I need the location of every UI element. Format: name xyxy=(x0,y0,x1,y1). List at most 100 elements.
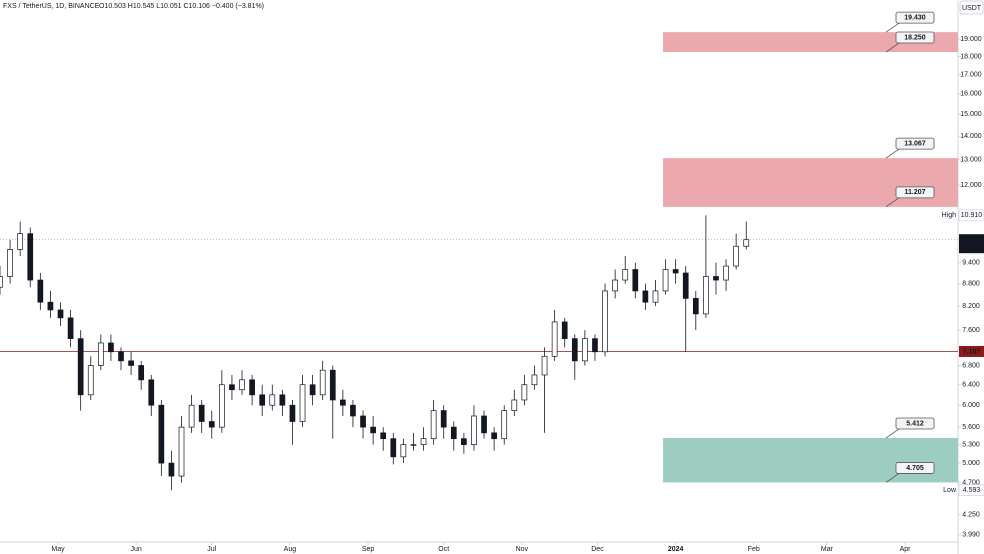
marker-value: 4.593 xyxy=(963,487,981,494)
marker-name: Low xyxy=(943,487,957,494)
y-tick-label: 6.000 xyxy=(962,402,980,409)
callout-pointer xyxy=(885,197,900,208)
candle-body xyxy=(77,338,84,396)
candle-body xyxy=(713,276,719,281)
y-tick-label: 3.990 xyxy=(962,532,980,539)
y-tick-label: 4.700 xyxy=(962,480,980,487)
callout-box xyxy=(895,31,935,44)
level-price-label: 7.107 xyxy=(963,348,981,355)
candle-body xyxy=(350,404,356,417)
candle-body xyxy=(148,379,155,406)
candle-body xyxy=(682,272,689,299)
y-tick-label: 13.000 xyxy=(960,157,982,164)
candle-body xyxy=(481,415,487,434)
callout-label: 19.430 xyxy=(904,14,926,21)
y-tick-label: 15.000 xyxy=(960,111,982,118)
candle-body xyxy=(158,404,165,464)
callout-box xyxy=(895,11,935,24)
candle-body xyxy=(319,369,326,396)
marker-value: 10.910 xyxy=(961,212,983,219)
y-tick-label: 16.000 xyxy=(960,91,982,98)
annotations: 19.430 18.250 13.067 11.207 5.412 4.705 xyxy=(885,11,935,483)
candle-body xyxy=(178,426,185,477)
x-tick-label: Feb xyxy=(748,546,760,553)
candle-body xyxy=(622,269,629,281)
x-tick-label: Nov xyxy=(516,546,529,553)
marker-name-box xyxy=(938,485,958,496)
level-price-box xyxy=(959,345,984,357)
callout-label: 13.067 xyxy=(904,140,926,147)
candle-body xyxy=(229,384,235,391)
marker-name-box xyxy=(938,210,958,221)
candle-body xyxy=(299,384,306,422)
candle-body xyxy=(138,365,145,381)
y-tick-label: 7.600 xyxy=(962,327,980,334)
candle-body xyxy=(360,415,366,428)
candle-body xyxy=(47,301,54,311)
candle-body xyxy=(561,321,568,339)
x-tick-label: Jun xyxy=(130,546,141,553)
candle-body xyxy=(269,394,276,406)
candle-body xyxy=(733,245,739,267)
candle-body xyxy=(461,438,467,445)
chart-title: FXS / TetherUS, 1D, BINANCE xyxy=(3,3,100,10)
ohlc-readout: O10.503 H10.545 L10.051 C10.106 −0.400 (… xyxy=(99,3,264,10)
candle-body xyxy=(440,410,447,428)
zones xyxy=(663,32,958,483)
candle-body xyxy=(118,351,124,362)
candle-body xyxy=(703,276,709,315)
y-tick-label: 5.300 xyxy=(962,441,980,448)
y-tick-label: 6.400 xyxy=(962,382,980,389)
candle-body xyxy=(87,365,94,396)
candle-body xyxy=(692,298,699,315)
marker-name: High xyxy=(942,212,957,219)
candle-body xyxy=(491,432,497,440)
callout-label: 18.250 xyxy=(904,34,926,41)
candle-body xyxy=(602,290,608,353)
callout-pointer xyxy=(885,428,900,439)
callout-pointer xyxy=(885,42,900,53)
candle-body xyxy=(370,426,376,434)
axes: 19.000 18.000 17.000 16.000 15.000 14.000 13.0… xyxy=(51,36,984,553)
candle-body xyxy=(37,279,44,303)
candle-body xyxy=(571,338,578,362)
y-tick-label: 6.800 xyxy=(962,362,980,369)
candle-body xyxy=(17,233,24,250)
callout-label: 11.207 xyxy=(904,189,925,196)
candle-body xyxy=(249,379,255,396)
callout-label: 4.705 xyxy=(906,465,924,472)
currency: USDT xyxy=(962,5,982,12)
candle-body xyxy=(340,399,346,406)
callout-box xyxy=(895,137,935,150)
x-tick-label: Apr xyxy=(900,546,912,553)
candle-body xyxy=(511,399,518,411)
candle-body xyxy=(612,279,618,292)
price-zone xyxy=(663,158,958,207)
callout-box xyxy=(895,186,935,199)
candle-body xyxy=(400,444,407,458)
candle-body xyxy=(471,415,477,445)
candle-body xyxy=(289,404,296,422)
callout-box xyxy=(895,417,935,430)
candle-body xyxy=(168,462,175,477)
candle-body xyxy=(551,321,558,357)
x-tick-label: 2024 xyxy=(668,546,684,553)
y-tick-label: 4.250 xyxy=(962,512,980,519)
candle-body xyxy=(642,290,649,303)
candle-body xyxy=(450,426,457,440)
candle-body xyxy=(67,317,74,339)
last-price-box xyxy=(959,234,984,254)
price-zone xyxy=(663,437,958,483)
candle-body xyxy=(390,438,397,458)
candle-body xyxy=(592,338,598,353)
candle-body xyxy=(380,432,387,440)
callout-box xyxy=(895,462,935,474)
candle-body xyxy=(531,374,538,386)
candle-body xyxy=(219,384,225,428)
candle-body xyxy=(521,384,528,401)
candle-body xyxy=(743,239,750,247)
candle-body xyxy=(662,269,669,292)
callout-pointer xyxy=(885,22,900,33)
candle-body xyxy=(259,394,266,406)
